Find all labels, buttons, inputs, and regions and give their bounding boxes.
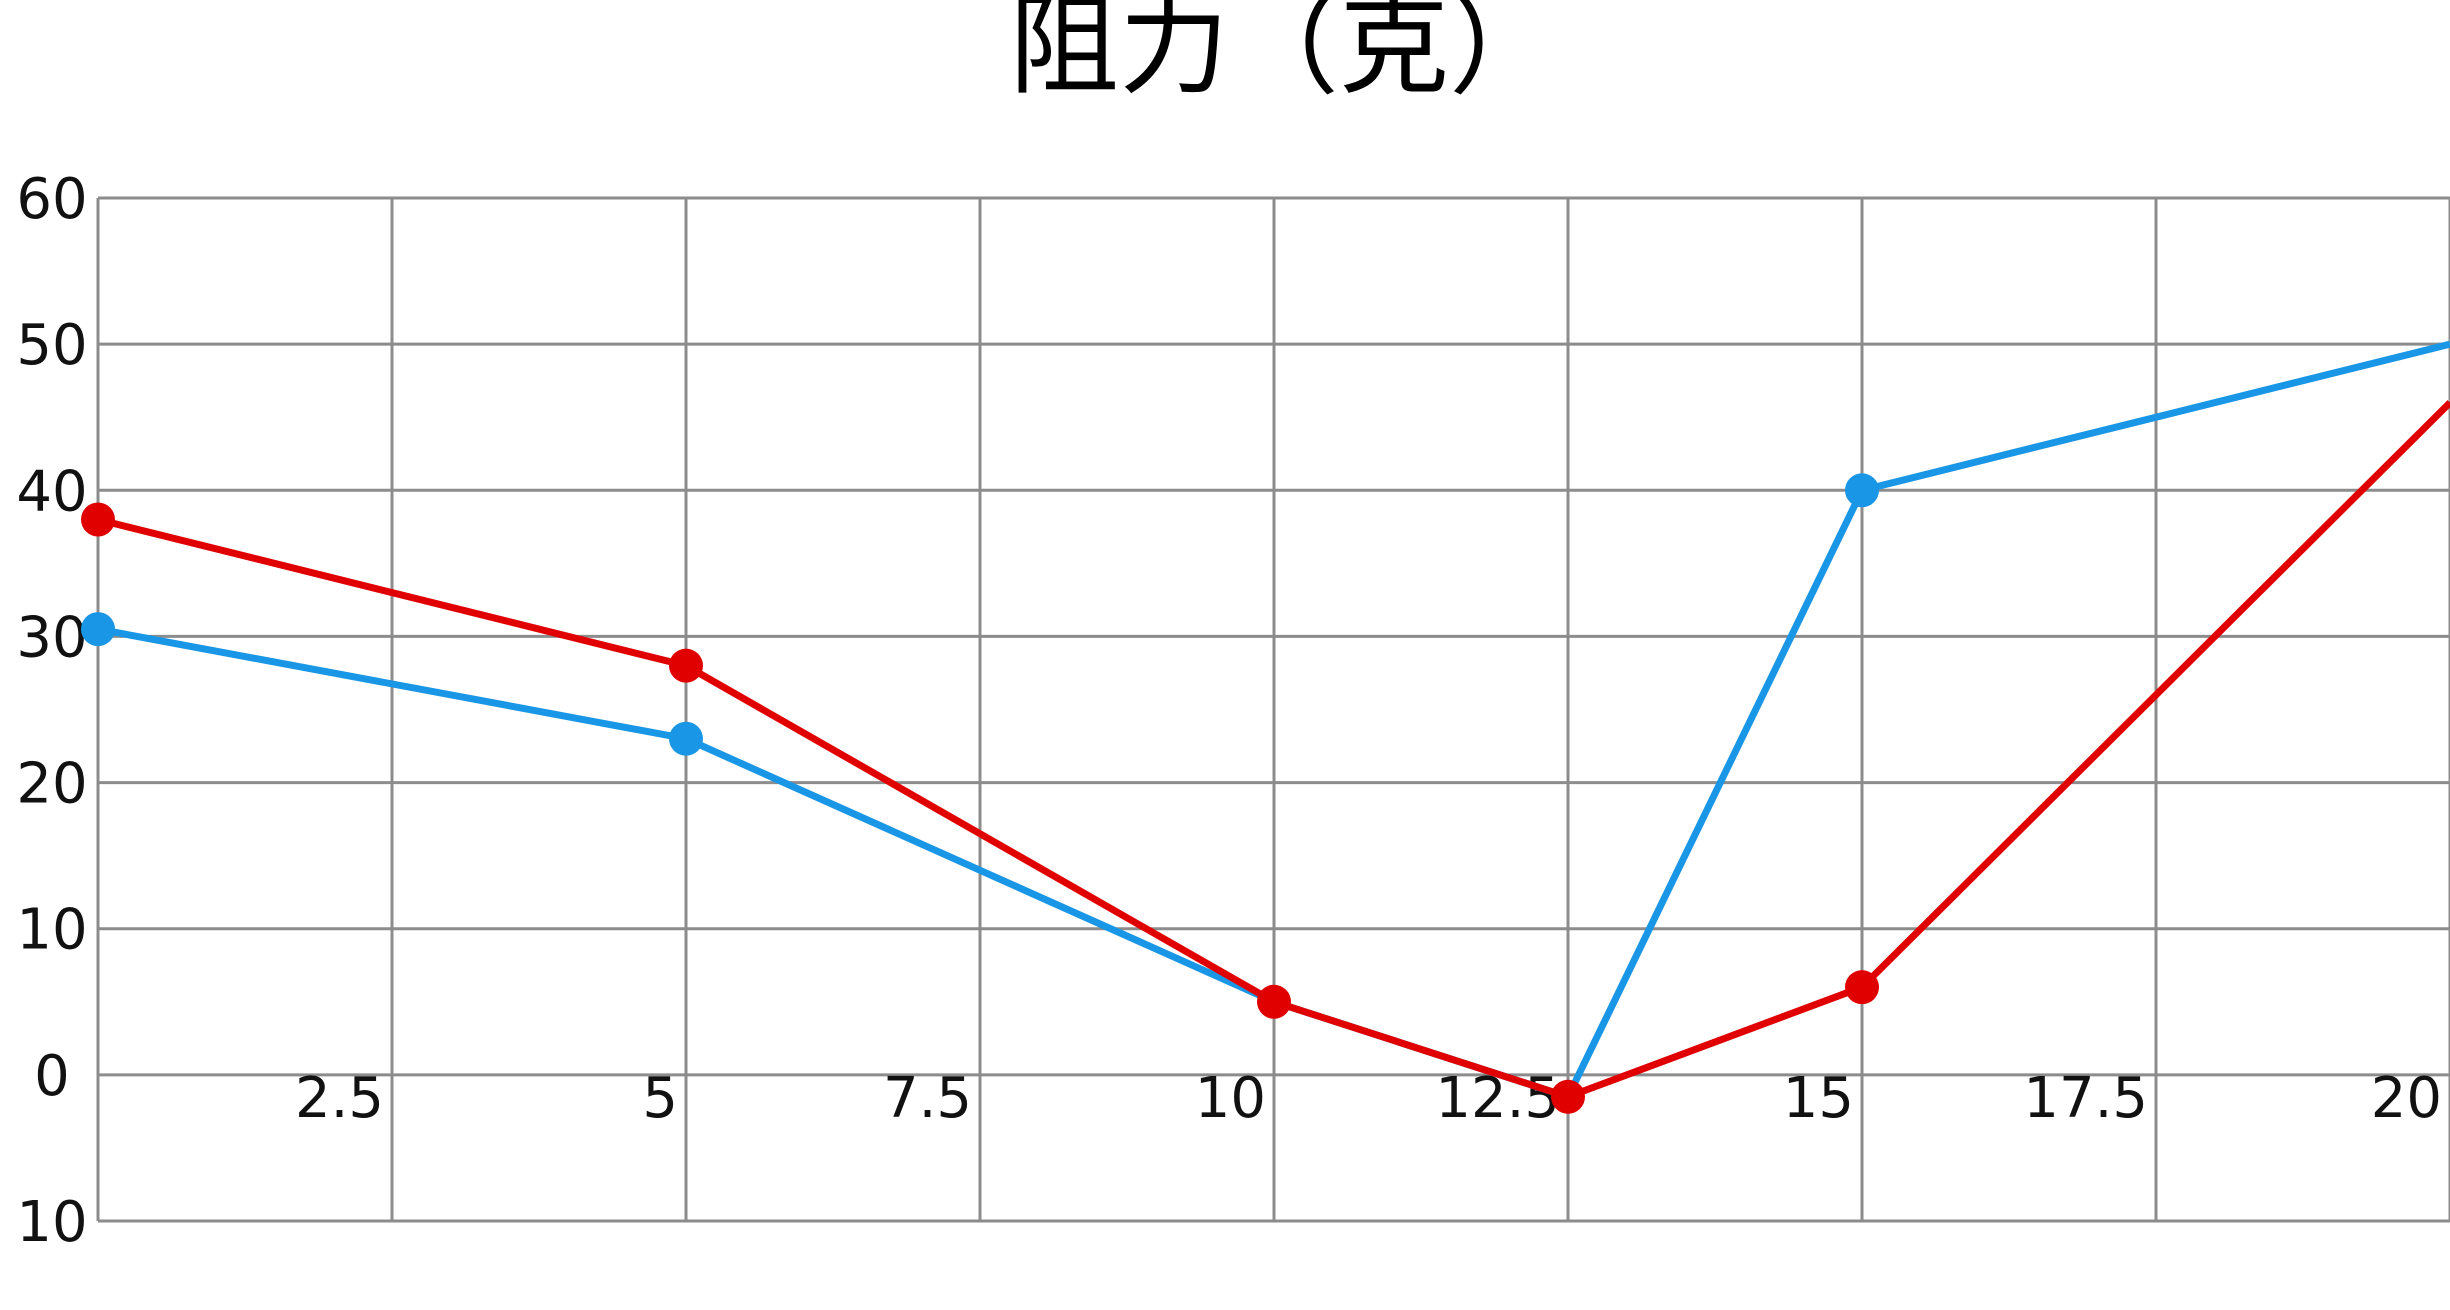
series-2-point: [1257, 984, 1291, 1019]
series-markers: [81, 473, 1879, 1114]
x-tick-label: 10: [1195, 1066, 1266, 1131]
chart-title: 阻力（克）: [1009, 0, 1559, 110]
series-lines: [97, 340, 2450, 1101]
x-tick-label: 7.5: [883, 1066, 972, 1131]
y-tick-label: 10: [16, 1190, 87, 1255]
y-axis-ticks: 60 50 40 30 20 10 0 10: [16, 167, 87, 1255]
y-tick-label: 60: [16, 167, 87, 232]
series-2-point: [1551, 1079, 1585, 1114]
y-tick-label: 30: [16, 605, 87, 670]
x-tick-label: 15: [1783, 1066, 1854, 1131]
x-tick-label: 5: [642, 1066, 678, 1131]
y-tick-label: 10: [16, 898, 87, 963]
y-tick-label: 40: [16, 459, 87, 524]
series-line-2: [97, 400, 2450, 1101]
x-tick-label: 2.5: [295, 1066, 384, 1131]
series-1-point: [81, 612, 115, 647]
series-2-point: [669, 648, 703, 683]
y-tick-label: 50: [16, 313, 87, 378]
series-1-point: [1845, 473, 1879, 508]
x-tick-label: 17.5: [2023, 1066, 2148, 1131]
x-axis-ticks: 2.5 5 7.5 10 12.5 15 17.5 20: [295, 1066, 2442, 1131]
grid: [96, 196, 2450, 1223]
series-2-point: [81, 502, 115, 537]
y-tick-label: 0: [34, 1044, 70, 1109]
y-tick-label: 20: [16, 752, 87, 817]
series-2-point: [1845, 970, 1879, 1005]
x-tick-label: 20: [2371, 1066, 2442, 1131]
series-1-point: [669, 721, 703, 756]
